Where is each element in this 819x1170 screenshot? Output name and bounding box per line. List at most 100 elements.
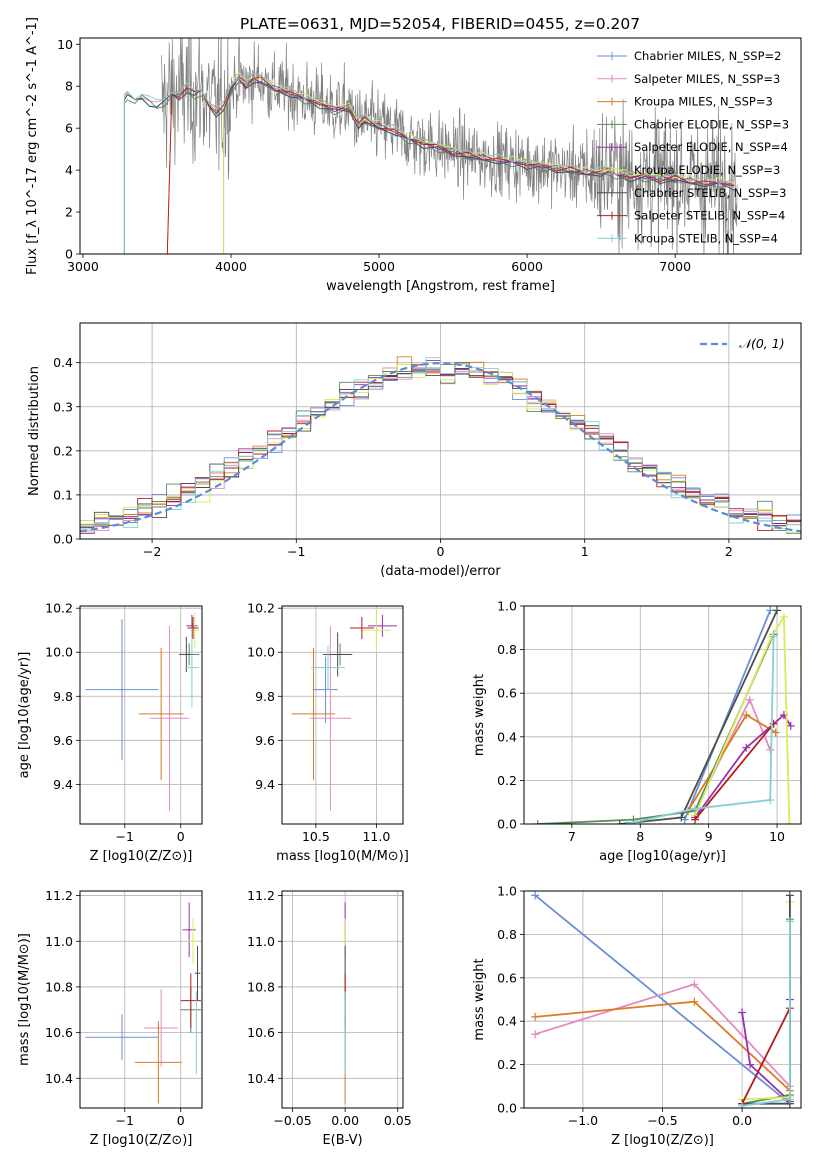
age-vs-mass-panel: 10.5 11.0 9.4 9.6 9.8 10.0 10.2 mass [log10(M/M… — [247, 601, 409, 864]
y-tick-label: 0.8 — [497, 927, 517, 942]
axes-frame — [281, 605, 404, 825]
x-tick-label: 0.05 — [384, 1113, 412, 1128]
x-tick-label: 9 — [705, 829, 713, 844]
y-tick-label: 0.2 — [53, 443, 73, 458]
x-tick-label: 7000 — [659, 259, 691, 274]
y-tick-label: 4 — [65, 163, 73, 178]
data-point-marker — [766, 745, 775, 754]
x-tick-label: 0.0 — [732, 1113, 752, 1128]
x-tick-label: 0 — [177, 1113, 185, 1128]
plot-area — [85, 902, 201, 1104]
y-tick-label: 0.2 — [497, 1057, 517, 1072]
data-point-marker — [738, 1008, 747, 1017]
y-tick-label: 1.0 — [497, 884, 517, 899]
series-line — [741, 919, 791, 1105]
y-tick-label: 9.8 — [53, 689, 73, 704]
data-point-marker — [742, 743, 751, 752]
x-axis-label: Z [log10(Z/Z⊙)] — [90, 849, 193, 864]
y-tick-label: 10.8 — [247, 979, 275, 994]
y-tick-label: 10.6 — [247, 1025, 275, 1040]
y-axis-label: mass [log10(M/M⊙)] — [17, 933, 32, 1066]
axes-frame — [79, 322, 802, 540]
x-tick-label: −2 — [143, 544, 161, 559]
axes-frame — [79, 605, 203, 825]
data-point-marker — [766, 796, 775, 805]
series-line — [742, 895, 791, 1105]
massweight-vs-metallicity-panel: −1.0 −0.5 0.0 0.0 0.2 0.4 0.6 0.8 1.0 Z [log10(Z/… — [472, 884, 802, 1148]
y-tick-label: 0.2 — [497, 773, 517, 788]
plot-area — [533, 606, 795, 824]
x-axis-label: mass [log10(M/M⊙)] — [276, 849, 409, 864]
y-axis-label: age [log10(age/yr)] — [17, 652, 32, 779]
data-point-marker — [615, 820, 624, 824]
plot-area — [85, 612, 200, 811]
x-tick-label: 0 — [177, 829, 185, 844]
plot-area — [115, 38, 738, 254]
y-tick-label: 0.3 — [53, 399, 73, 414]
data-point-marker — [690, 804, 699, 813]
data-point-marker — [742, 711, 751, 719]
legend-label: Kroupa MILES, N_SSP=3 — [634, 95, 773, 109]
series-line — [619, 610, 778, 824]
data-point-marker — [785, 917, 794, 926]
series-line — [683, 610, 772, 820]
data-point-marker — [785, 891, 794, 900]
x-axis-label: E(B-V) — [322, 1133, 362, 1148]
x-tick-label: 10.5 — [302, 829, 330, 844]
y-tick-label: 10.2 — [247, 601, 275, 616]
data-point-marker — [786, 721, 795, 730]
legend-label: Chabrier STELIB, N_SSP=3 — [634, 186, 786, 200]
x-tick-label: −1 — [116, 1113, 134, 1128]
y-tick-label: 10 — [57, 37, 73, 52]
residual-histogram-panel: −2 −1 0 1 2 0.0 0.1 0.2 0.3 0.4 (data-model)/error… — [27, 322, 802, 579]
x-tick-label: 6000 — [511, 259, 543, 274]
axes-frame — [79, 37, 802, 255]
x-tick-label: −0.5 — [647, 1113, 677, 1128]
y-tick-label: 9.6 — [53, 733, 73, 748]
y-tick-label: 9.8 — [255, 689, 275, 704]
y-tick-label: 0.4 — [53, 355, 73, 370]
y-tick-label: 11.0 — [247, 934, 275, 949]
y-tick-label: 9.4 — [53, 777, 73, 792]
y-tick-label: 0.8 — [497, 642, 517, 657]
data-point-marker — [533, 820, 542, 824]
model-spectrum-line — [214, 71, 735, 254]
x-tick-label: 1 — [581, 544, 589, 559]
axes-frame — [523, 605, 802, 825]
data-point-marker — [766, 606, 775, 615]
series-line — [741, 999, 791, 1104]
y-tick-label: 0.4 — [497, 1014, 517, 1029]
series-line — [694, 723, 775, 821]
y-tick-label: 10.6 — [45, 1025, 73, 1040]
x-tick-label: −0.05 — [273, 1113, 311, 1128]
y-tick-label: 2 — [65, 205, 73, 220]
data-point-marker — [773, 606, 782, 615]
y-tick-label: 10.0 — [247, 645, 275, 660]
y-tick-label: 8 — [65, 79, 73, 94]
y-tick-label: 10.8 — [45, 979, 73, 994]
x-axis-label: (data-model)/error — [380, 564, 501, 579]
model-spectrum-line — [115, 72, 735, 254]
y-axis-label: Normed distribution — [27, 366, 42, 496]
x-axis-label: age [log10(age/yr)] — [599, 849, 726, 864]
data-point-marker — [745, 695, 754, 704]
legend-label: Kroupa ELODIE, N_SSP=3 — [634, 163, 780, 177]
axes-frame — [281, 890, 404, 1109]
y-tick-label: 1.0 — [497, 599, 517, 614]
x-tick-label: 2 — [725, 544, 733, 559]
y-tick-label: 0.6 — [497, 686, 517, 701]
y-tick-label: 9.4 — [255, 777, 275, 792]
y-axis-label: Flux [f_λ 10^-17 erg cm^-2 s^-1 A^-1] — [25, 17, 40, 275]
model-spectrum-line — [115, 77, 735, 254]
data-point-marker — [690, 815, 699, 824]
x-tick-label: 0 — [437, 544, 445, 559]
data-point-marker — [622, 820, 631, 824]
mass-vs-metallicity-panel: −1 0 10.4 10.6 10.8 11.0 11.2 Z [log10(Z/Z⊙)] ma… — [17, 888, 203, 1148]
axes-frame — [79, 890, 203, 1109]
mass-vs-ebv-panel: −0.05 0.00 0.05 10.4 10.6 10.8 11.0 11.2 E(B-V) — [247, 888, 412, 1148]
data-spectrum-line — [161, 38, 738, 254]
axes-frame — [523, 890, 802, 1109]
normal-curve — [80, 361, 801, 533]
y-tick-label: 10.4 — [247, 1071, 275, 1086]
